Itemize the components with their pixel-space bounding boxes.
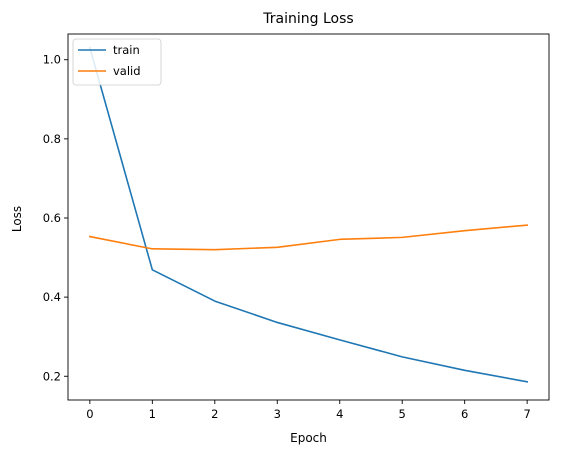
legend-label-valid: valid: [113, 64, 141, 78]
x-tick-label: 5: [399, 407, 406, 421]
x-tick-label: 7: [523, 407, 530, 421]
y-tick-label: 0.4: [43, 290, 61, 304]
chart-title: Training Loss: [262, 11, 353, 27]
y-tick-label: 1.0: [43, 53, 61, 67]
axes-frame: [67, 33, 550, 401]
x-tick-label: 6: [461, 407, 468, 421]
x-tick-label: 0: [86, 407, 93, 421]
plot-area: [88, 46, 529, 383]
y-tick-label: 0.8: [43, 132, 61, 146]
axes: 0 1 2 3 4 5 6 7 0.2 0.4 0.6 0.8 1.0: [43, 33, 550, 421]
x-axis-label: Epoch: [290, 431, 327, 445]
series-line-train: [88, 46, 529, 383]
y-axis-label: Loss: [10, 206, 24, 232]
x-tick-label: 3: [274, 407, 281, 421]
legend-label-train: train: [113, 43, 140, 57]
x-tick-label: 2: [211, 407, 218, 421]
y-tick-label: 0.6: [43, 211, 61, 225]
legend: train valid: [72, 38, 162, 86]
y-tick-label: 0.2: [43, 369, 61, 383]
x-tick-label: 4: [336, 407, 343, 421]
series-line-valid: [88, 224, 529, 251]
x-tick-label: 1: [149, 407, 156, 421]
